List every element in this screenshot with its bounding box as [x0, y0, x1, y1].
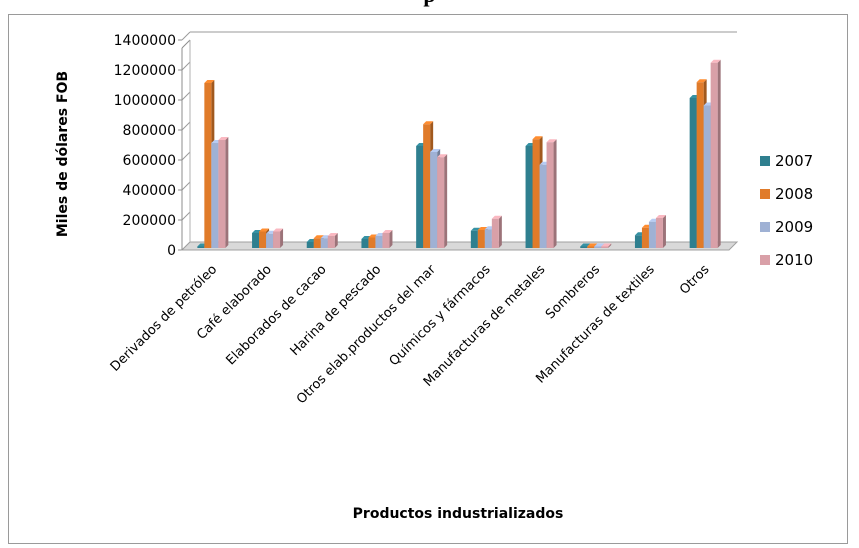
bar-front	[307, 242, 314, 248]
bar-front	[533, 139, 540, 248]
y-tick-label: 1200000	[114, 63, 176, 79]
bar	[437, 154, 447, 248]
bar-front	[492, 219, 499, 248]
gridline-depth	[182, 182, 190, 190]
gridline-depth	[182, 122, 190, 130]
bar-front	[704, 106, 711, 249]
bar-side	[225, 137, 228, 248]
legend-label: 2007	[775, 152, 813, 170]
bar-side	[663, 215, 666, 248]
bar-front	[580, 247, 587, 249]
y-axis-line-depth	[182, 40, 190, 48]
legend-swatch	[760, 189, 770, 199]
bar-front	[321, 238, 328, 248]
bar-side	[718, 60, 721, 248]
legend-label: 2008	[775, 185, 813, 203]
bar-front	[642, 228, 649, 248]
bar-front	[211, 143, 218, 248]
x-tick-label: Químicos y fármacos	[387, 262, 494, 369]
bar-front	[540, 165, 547, 248]
bar-front	[601, 247, 608, 249]
bar-front	[711, 63, 718, 248]
bar-front	[594, 247, 601, 249]
bar-front	[423, 124, 430, 248]
bar	[273, 229, 283, 249]
bar-side	[444, 154, 447, 248]
y-tick-label: 600000	[123, 153, 176, 169]
bar-front	[690, 98, 697, 248]
bar-front	[649, 222, 656, 248]
bar-front	[526, 146, 533, 248]
bar-front	[273, 232, 280, 249]
x-tick-label: Sombreros	[543, 262, 603, 322]
legend-swatch	[760, 255, 770, 265]
gridline-depth	[182, 92, 190, 100]
bar-front	[697, 82, 704, 248]
bar-front	[635, 235, 642, 248]
y-tick-label: 1000000	[114, 93, 176, 109]
legend-swatch	[760, 222, 770, 232]
bar-front	[656, 218, 663, 248]
bar-front	[368, 238, 375, 249]
x-tick-label: Derivados de petróleo	[108, 262, 220, 374]
x-tick-label: Otros	[677, 262, 713, 298]
bar-front	[252, 233, 259, 248]
bar	[711, 60, 721, 248]
legend-label: 2010	[775, 251, 813, 269]
gridline-depth	[182, 152, 190, 160]
y-axis-title: Miles de dólares FOB	[55, 71, 71, 237]
x-tick-label: Manufacturas de textiles	[533, 262, 658, 387]
bar-front	[328, 236, 335, 248]
bar-front	[416, 146, 423, 248]
bar-side	[389, 230, 392, 248]
bar-front	[485, 229, 492, 248]
y-tick-label: 0	[167, 243, 176, 259]
bar-side	[280, 229, 283, 249]
bar	[656, 215, 666, 248]
bar	[218, 137, 228, 248]
y-tick-label: 400000	[123, 183, 176, 199]
legend-swatch	[760, 156, 770, 166]
bar-front	[197, 247, 204, 249]
bar	[492, 216, 502, 248]
bar-front	[204, 83, 211, 248]
bar-front	[361, 239, 368, 248]
bar-front	[437, 157, 444, 248]
bar-front	[547, 142, 554, 248]
gridline-depth	[182, 62, 190, 70]
bar-front	[314, 238, 321, 248]
bar-front	[587, 247, 594, 249]
bar-front	[266, 234, 273, 248]
bar-front	[382, 233, 389, 248]
bar-front	[218, 140, 225, 248]
bar	[547, 139, 557, 248]
bar	[382, 230, 392, 248]
y-tick-label: 800000	[123, 123, 176, 139]
x-tick-label: Harina de pescado	[288, 262, 385, 359]
legend-label: 2009	[775, 218, 813, 236]
bar-side	[499, 216, 502, 248]
bar-front	[478, 230, 485, 248]
back-wall	[190, 40, 737, 242]
gridline-depth	[182, 32, 190, 40]
bar-side	[554, 139, 557, 248]
y-tick-label: 1400000	[114, 33, 176, 49]
bar-front	[471, 231, 478, 248]
bar-front	[430, 152, 437, 248]
x-axis-title: Productos industrializados	[353, 506, 564, 522]
x-tick-label: Elaborados de cacao	[224, 262, 330, 368]
bar-front	[375, 236, 382, 248]
gridline-depth	[182, 212, 190, 220]
legend: 2007 2008 2009 2010	[760, 152, 813, 269]
bar-front	[259, 232, 266, 249]
plot-walls	[182, 40, 737, 250]
y-tick-labels: 0 200000 400000 600000 800000 1000000 1200000 1…	[114, 33, 176, 259]
y-tick-label: 200000	[123, 213, 176, 229]
bar	[328, 233, 338, 248]
